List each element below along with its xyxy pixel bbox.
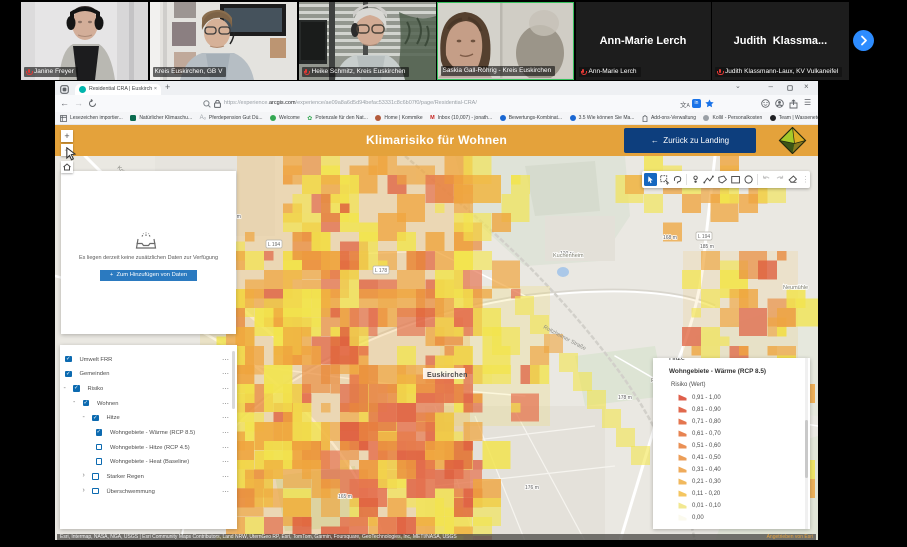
svg-text:L 194: L 194 [268, 242, 281, 248]
svg-text:185 m: 185 m [700, 244, 714, 250]
svg-text:L 194: L 194 [698, 234, 711, 240]
svg-text:168 m: 168 m [663, 235, 677, 241]
svg-text:178 m: 178 m [618, 395, 632, 401]
svg-text:Neumühle: Neumühle [783, 285, 808, 291]
svg-text:Euskirchen: Euskirchen [427, 372, 468, 379]
svg-text:L 178: L 178 [375, 268, 388, 274]
svg-text:Kuchenheim: Kuchenheim [553, 253, 584, 259]
svg-text:165 m: 165 m [338, 494, 352, 500]
svg-text:160 m: 160 m [560, 251, 574, 257]
svg-text:176 m: 176 m [525, 485, 539, 491]
